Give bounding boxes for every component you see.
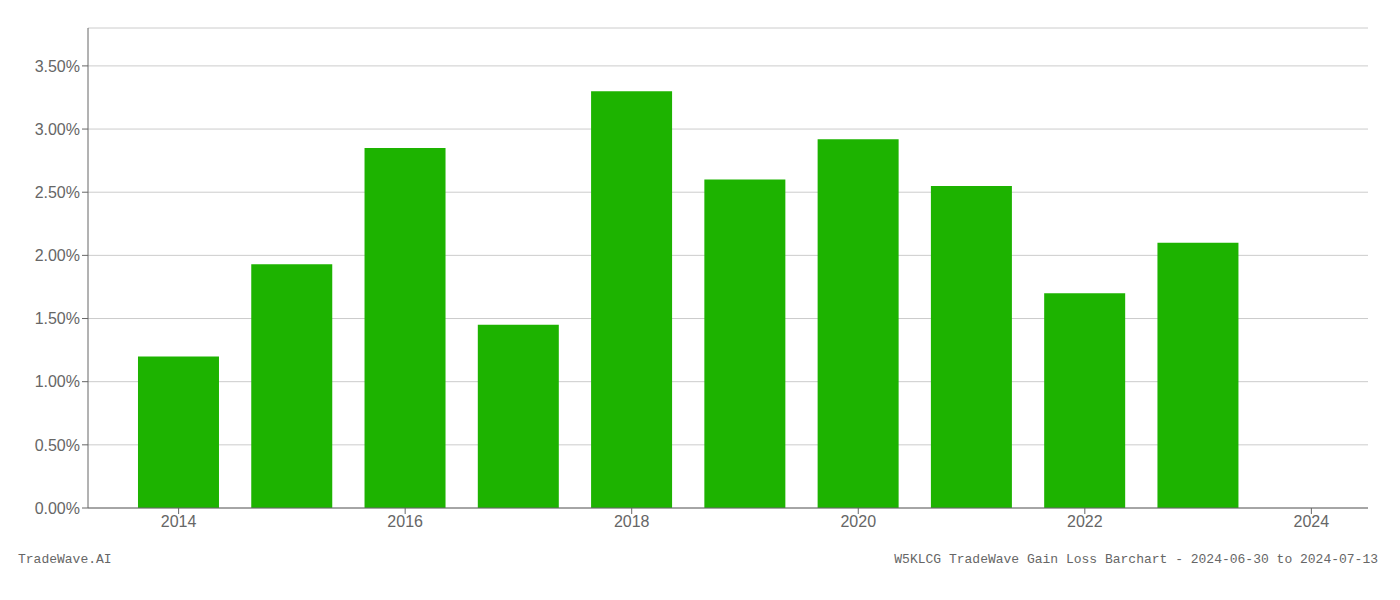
svg-text:1.00%: 1.00% <box>35 373 80 390</box>
svg-text:2016: 2016 <box>387 513 423 530</box>
svg-text:0.50%: 0.50% <box>35 437 80 454</box>
html-text:TradeWave.AI: TradeWave.AI <box>18 552 112 567</box>
svg-text:0.00%: 0.00% <box>35 500 80 517</box>
svg-text:2022: 2022 <box>1067 513 1103 530</box>
svg-text:2.00%: 2.00% <box>35 247 80 264</box>
svg-text:2.50%: 2.50% <box>35 184 80 201</box>
svg-text:2020: 2020 <box>840 513 876 530</box>
svg-text:2014: 2014 <box>161 513 197 530</box>
svg-text:3.00%: 3.00% <box>35 121 80 138</box>
html-text:W5KLCG TradeWave Gain Loss Bar: W5KLCG TradeWave Gain Loss Barchart - 20… <box>894 552 1378 567</box>
svg-text:3.50%: 3.50% <box>35 58 80 75</box>
svg-text:2024: 2024 <box>1294 513 1330 530</box>
svg-text:1.50%: 1.50% <box>35 310 80 327</box>
svg-text:2018: 2018 <box>614 513 650 530</box>
